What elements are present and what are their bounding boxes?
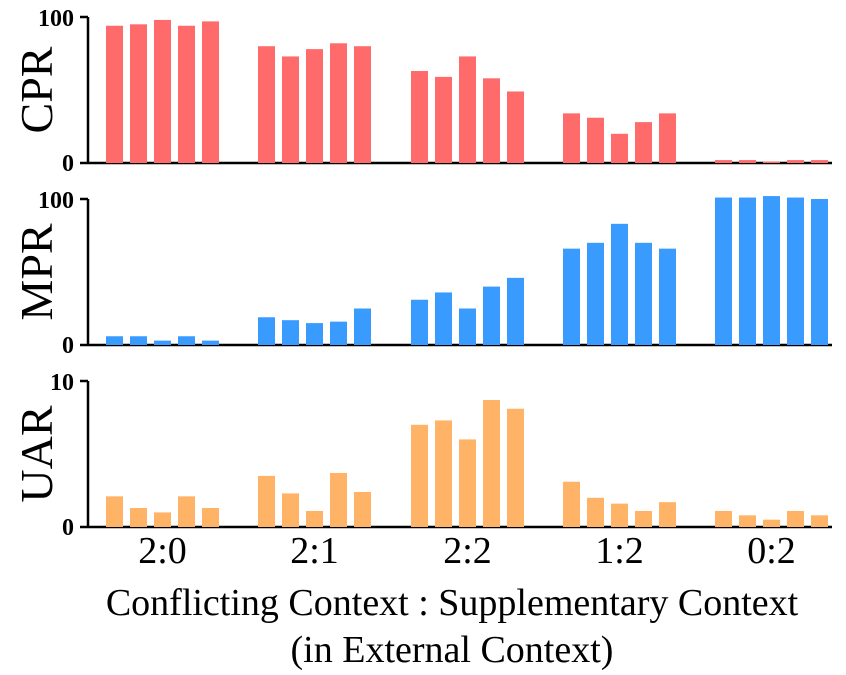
bar-uar-2:0-2: [130, 508, 147, 527]
bar-uar-1:2-1: [563, 481, 580, 527]
x-tick-label: 1:2: [595, 530, 644, 572]
y-axis-title: CPR: [11, 46, 62, 133]
bar-cpr-2:0-3: [154, 19, 171, 164]
bar-cpr-2:1-5: [354, 46, 371, 164]
bar-uar-2:1-4: [330, 472, 347, 527]
bar-uar-1:2-2: [587, 497, 604, 527]
bar-mpr-2:0-3: [154, 340, 171, 345]
bar-uar-2:2-2: [435, 420, 452, 527]
y-tick-label: 100: [38, 188, 74, 214]
bar-cpr-2:1-1: [258, 46, 275, 164]
bar-cpr-1:2-2: [587, 117, 604, 163]
bar-mpr-2:1-4: [330, 321, 347, 345]
bar-cpr-2:2-4: [483, 78, 500, 163]
bar-cpr-2:2-5: [507, 91, 524, 163]
x-axis: 2:0 2:1 2:2 1:2 0:2: [138, 530, 796, 572]
bar-cpr-2:2-3: [459, 56, 476, 163]
bar-mpr-2:1-2: [282, 320, 299, 345]
bar-cpr-2:2-2: [435, 76, 452, 163]
bar-cpr-2:1-3: [306, 49, 323, 164]
x-axis-title-line-2: (in External Context): [291, 629, 614, 671]
bar-cpr-1:2-3: [611, 133, 628, 163]
bar-mpr-1:2-1: [563, 248, 580, 345]
bar-cpr-2:0-2: [130, 24, 147, 163]
bar-uar-1:2-5: [659, 502, 676, 527]
bar-cpr-1:2-1: [563, 113, 580, 163]
bar-mpr-2:2-5: [507, 277, 524, 345]
bar-cpr-1:2-5: [659, 113, 676, 163]
y-tick-label: 0: [62, 515, 74, 541]
bar-mpr-2:1-3: [306, 323, 323, 345]
bar-mpr-1:2-2: [587, 242, 604, 345]
bar-uar-1:2-3: [611, 503, 628, 527]
bar-uar-1:2-4: [635, 510, 652, 527]
bar-mpr-0:2-4: [787, 197, 804, 345]
bar-uar-2:0-3: [154, 512, 171, 527]
bar-mpr-2:0-2: [130, 336, 147, 345]
bar-mpr-1:2-3: [611, 223, 628, 345]
bar-uar-0:2-2: [739, 515, 756, 527]
bar-mpr-2:2-2: [435, 292, 452, 345]
bar-cpr-2:2-1: [411, 71, 428, 163]
bar-mpr-2:0-1: [106, 336, 123, 345]
bar-mpr-2:1-5: [354, 308, 371, 345]
bar-mpr-1:2-4: [635, 242, 652, 345]
bar-uar-2:1-2: [282, 493, 299, 527]
bar-uar-2:0-4: [178, 496, 195, 527]
x-tick-label: 2:1: [290, 530, 339, 572]
bar-uar-2:2-4: [483, 399, 500, 527]
y-tick-label: 0: [62, 333, 74, 359]
bar-uar-2:1-5: [354, 491, 371, 527]
bar-mpr-2:2-4: [483, 286, 500, 345]
bar-mpr-2:2-3: [459, 308, 476, 345]
bar-mpr-2:1-1: [258, 317, 275, 345]
bar-cpr-0:2-1: [715, 160, 732, 163]
bar-cpr-0:2-5: [811, 160, 828, 163]
bar-uar-0:2-4: [787, 510, 804, 527]
bar-mpr-0:2-2: [739, 197, 756, 345]
bar-mpr-0:2-3: [763, 196, 780, 345]
bar-uar-0:2-3: [763, 519, 780, 527]
bar-uar-0:2-1: [715, 510, 732, 527]
bar-mpr-2:2-1: [411, 299, 428, 345]
bar-cpr-2:1-2: [282, 56, 299, 163]
y-tick-label: 100: [38, 6, 74, 32]
y-tick-label: 0: [62, 151, 74, 177]
bar-mpr-2:0-5: [202, 340, 219, 345]
x-axis-title-line-1: Conflicting Context : Supplementary Cont…: [106, 582, 799, 624]
x-tick-label: 0:2: [747, 530, 796, 572]
bar-mpr-0:2-1: [715, 197, 732, 345]
bar-uar-2:2-1: [411, 424, 428, 527]
bar-uar-2:0-5: [202, 508, 219, 527]
bar-uar-2:2-3: [459, 439, 476, 527]
bar-mpr-2:0-4: [178, 336, 195, 345]
y-tick-label: 10: [50, 370, 74, 396]
bar-cpr-1:2-4: [635, 122, 652, 163]
bar-uar-2:2-5: [507, 408, 524, 527]
y-axis-title: UAR: [11, 405, 62, 502]
bar-cpr-0:2-2: [739, 160, 756, 163]
y-axis-title: MPR: [11, 223, 62, 320]
bar-mpr-1:2-5: [659, 248, 676, 345]
bar-cpr-2:0-5: [202, 21, 219, 163]
bar-uar-2:0-1: [106, 496, 123, 527]
bar-cpr-2:0-1: [106, 25, 123, 164]
x-tick-label: 2:2: [443, 530, 492, 572]
bar-uar-0:2-5: [811, 515, 828, 527]
bar-uar-2:1-3: [306, 510, 323, 527]
bar-cpr-2:0-4: [178, 25, 195, 164]
x-tick-label: 2:0: [138, 530, 187, 572]
bar-cpr-0:2-4: [787, 160, 804, 163]
bar-cpr-2:1-4: [330, 43, 347, 163]
bar-uar-2:1-1: [258, 475, 275, 527]
bar-mpr-0:2-5: [811, 199, 828, 345]
bar-cpr-0:2-3: [763, 161, 780, 163]
